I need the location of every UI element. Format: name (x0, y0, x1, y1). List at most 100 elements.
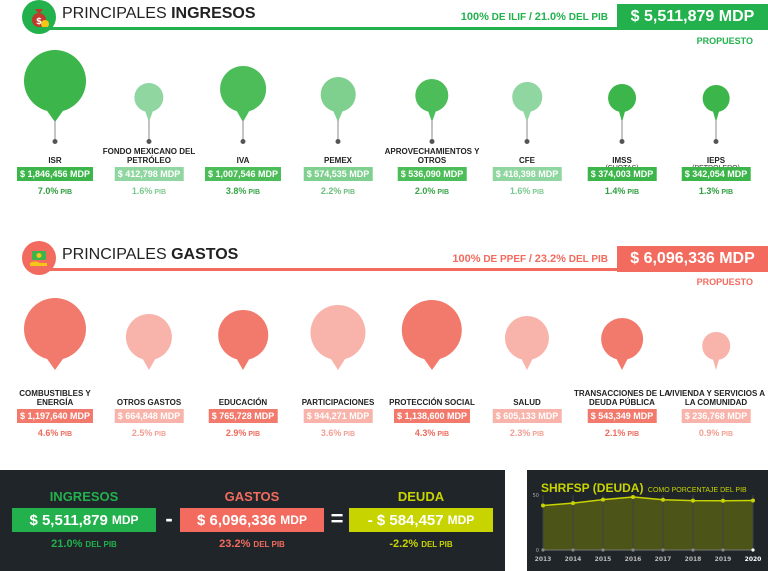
gastos-item-label: PARTICIPACIONES (301, 398, 375, 407)
ingresos-bubble (220, 66, 266, 112)
ingresos-stem (526, 120, 528, 141)
summary-ingresos-box: $ 5,511,879 MDP (12, 508, 156, 532)
shrfsp-xtick-label: 2020 (745, 556, 762, 563)
shrfsp-point (601, 497, 605, 502)
ingresos-bubble-tail (712, 108, 720, 122)
ingresos-total: $ 5,511,879 MDP (617, 4, 768, 30)
gastos-bubble (125, 313, 173, 360)
svg-text:$: $ (36, 17, 42, 27)
gastos-item-value: $ 543,349 MDP (587, 409, 657, 423)
ingresos-item-label: CFE (519, 156, 535, 165)
ingresos-propuesto: PROPUESTO (696, 36, 753, 46)
gastos-share: 100% DE PPEF / 23.2% DEL PIB (452, 253, 608, 265)
shrfsp-axis-dot (721, 548, 725, 552)
gastos-item: PARTICIPACIONES $ 944,271 MDP 3.6% PIB (290, 280, 386, 440)
ingresos-bubble-tail (522, 108, 532, 122)
ingresos-item: APROVECHAMIENTOS Y OTROS $ 536,090 MDP 2.0… (384, 40, 480, 200)
gastos-item-label: COMBUSTIBLES Y ENERGÍA (19, 389, 91, 407)
minus-sign: - (165, 506, 173, 531)
gastos-bubble (310, 304, 366, 360)
shrfsp-xtick-label: 2018 (685, 556, 702, 563)
ingresos-stem-dot (335, 139, 341, 144)
shrfsp-xtick-label: 2015 (595, 556, 612, 563)
ingresos-item-value: $ 374,003 MDP (587, 167, 657, 181)
gastos-item-pib: 2.3% PIB (509, 428, 545, 438)
gastos-bubble (601, 318, 643, 360)
ingresos-item-pib: 2.2% PIB (320, 186, 356, 196)
summary-deuda-box: - $ 584,457 MDP (349, 508, 493, 532)
ingresos-stem-dot (429, 139, 435, 144)
shrfsp-point (541, 503, 545, 508)
ingresos-stem (148, 120, 150, 141)
shrfsp-point (751, 498, 755, 503)
ingresos-title: PRINCIPALES INGRESOS (62, 5, 256, 23)
shrfsp-point (631, 494, 635, 499)
gastos-bubble-tail (712, 356, 720, 370)
summary-panel: INGRESOS $ 5,511,879 MDP 21.0% DEL PIB - … (0, 470, 505, 571)
shrfsp-axis-dot (541, 548, 545, 552)
ingresos-bubble (608, 84, 636, 112)
shrfsp-xtick-label: 2013 (535, 556, 552, 563)
gastos-item-value: $ 1,138,600 MDP (393, 409, 471, 423)
gastos-item: COMBUSTIBLES Y ENERGÍA $ 1,197,640 MDP 4.6… (7, 280, 103, 440)
shrfsp-xtick-label: 2019 (715, 556, 732, 563)
ingresos-item-label: APROVECHAMIENTOS Y OTROS (384, 147, 480, 165)
gastos-bubble (218, 310, 268, 360)
gastos-item-label: PROTECCIÓN SOCIAL (389, 398, 475, 407)
gastos-item: OTROS GASTOS $ 664,848 MDP 2.5% PIB (101, 280, 197, 440)
ingresos-item-value: $ 1,007,546 MDP (204, 167, 282, 181)
gastos-bubble (504, 315, 550, 360)
gastos-total: $ 6,096,336 MDP (617, 246, 768, 272)
shrfsp-ytick-label: 0 (536, 548, 539, 554)
ingresos-stem-dot (146, 139, 152, 144)
gastos-title: PRINCIPALES GASTOS (62, 246, 238, 264)
ingresos-title-bold: INGRESOS (171, 5, 256, 22)
ingresos-item-value: $ 342,054 MDP (681, 167, 751, 181)
ingresos-bubble (320, 77, 356, 112)
gastos-item: PROTECCIÓN SOCIAL $ 1,138,600 MDP 4.3% PIB (384, 280, 480, 440)
gastos-item-pib: 0.9% PIB (698, 428, 734, 438)
money-bag-icon: $ (22, 0, 56, 34)
ingresos-item-label: FONDO MEXICANO DEL PETRÓLEO (102, 147, 196, 165)
ingresos-stem (715, 120, 717, 141)
summary-ingresos-pib: 21.0% DEL PIB (51, 538, 117, 550)
gastos-bubble (702, 332, 730, 360)
summary-gastos-pib: 23.2% DEL PIB (219, 538, 285, 550)
gastos-item-label: SALUD (513, 398, 541, 407)
gastos-title-bold: GASTOS (171, 246, 239, 263)
ingresos-bubble-tail (427, 108, 437, 122)
ingresos-stem (337, 120, 339, 141)
shrfsp-axis-dot (571, 548, 575, 552)
gastos-item-label: EDUCACIÓN (218, 398, 268, 407)
ingresos-item: IVA $ 1,007,546 MDP 3.8% PIB (195, 40, 291, 200)
ingresos-item: CFE $ 418,398 MDP 1.6% PIB (479, 40, 575, 200)
ingresos-item-value: $ 418,398 MDP (492, 167, 562, 181)
ingresos-item-pib: 1.6% PIB (509, 186, 545, 196)
shrfsp-axis-dot (661, 548, 665, 552)
ingresos-stem-dot (713, 139, 719, 144)
equals-sign: = (330, 506, 344, 531)
shrfsp-point (721, 498, 725, 503)
ingresos-bubble (24, 50, 86, 112)
ingresos-bubble (512, 82, 542, 112)
shrfsp-point (661, 497, 665, 502)
shrfsp-xtick-label: 2016 (625, 556, 642, 563)
ingresos-item-label: IEPS (706, 156, 726, 165)
gastos-item-value: $ 664,848 MDP (114, 409, 184, 423)
shrfsp-axis-dot (751, 548, 755, 552)
ingresos-stem (242, 120, 244, 141)
ingresos-stem (431, 120, 433, 141)
gastos-item: EDUCACIÓN $ 765,728 MDP 2.9% PIB (195, 280, 291, 440)
ingresos-item-value: $ 412,798 MDP (114, 167, 184, 181)
gastos-bubble (24, 298, 86, 360)
ingresos-bubble (702, 85, 730, 112)
ingresos-bubble (134, 82, 164, 112)
gastos-item: TRANSACCIONES DE LA DEUDA PÚBLICA $ 543,3… (574, 280, 670, 440)
ingresos-item: FONDO MEXICANO DEL PETRÓLEO $ 412,798 MDP… (101, 40, 197, 200)
gastos-divider (40, 268, 768, 271)
shrfsp-xtick-label: 2014 (565, 556, 582, 563)
shrfsp-area (543, 496, 753, 550)
summary-gastos-title: GASTOS (224, 489, 280, 504)
